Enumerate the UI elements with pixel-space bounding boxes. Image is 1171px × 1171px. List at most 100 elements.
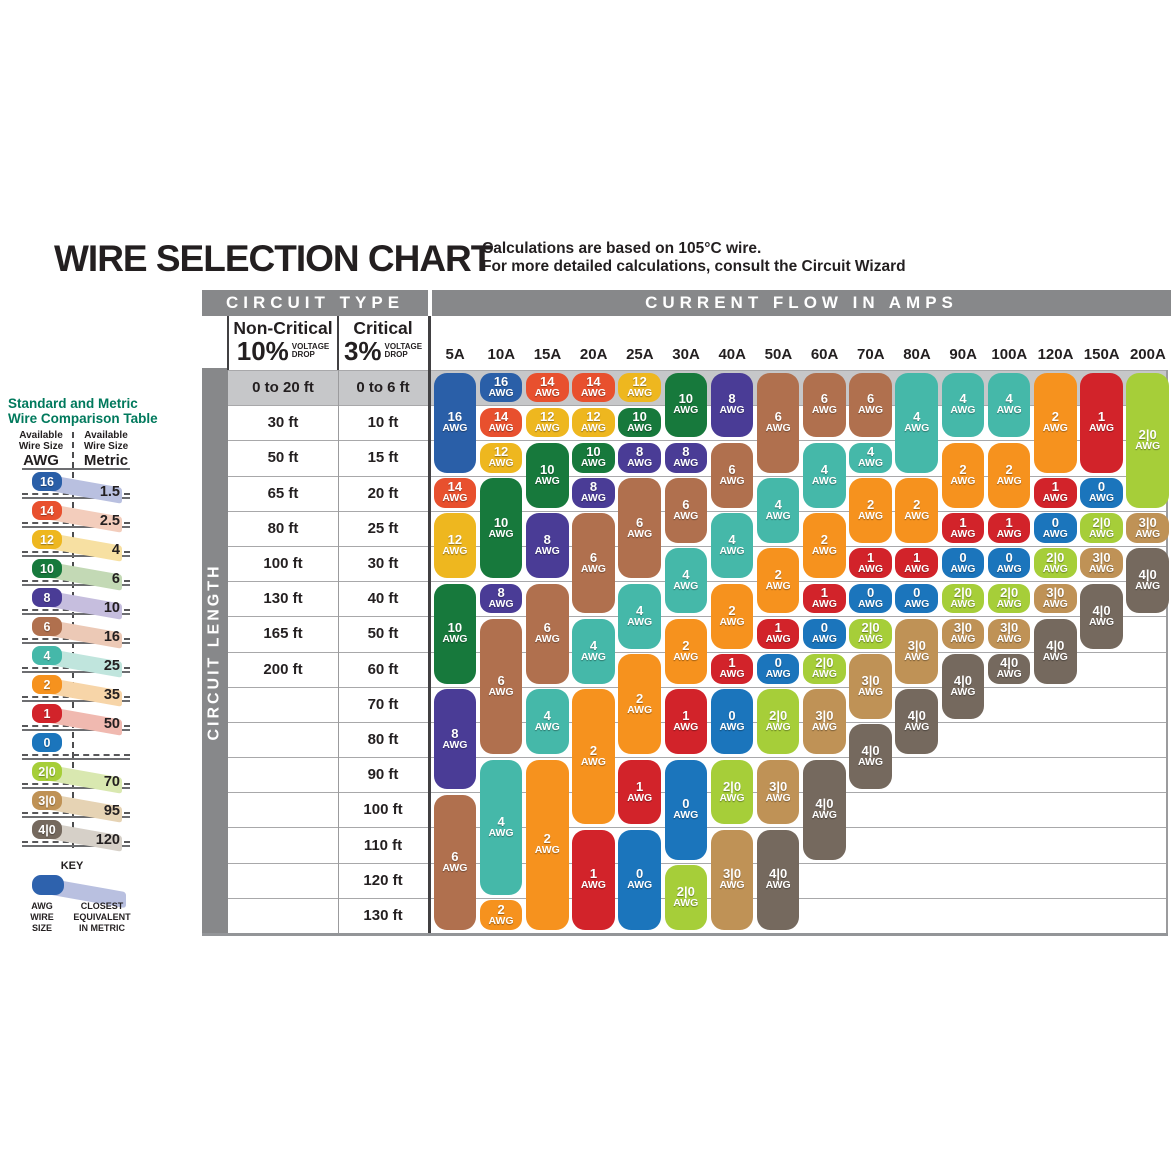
pill-awg-suffix: AWG <box>996 474 1022 487</box>
wire-gauge-pill: 10 AWG <box>479 478 523 579</box>
pill-gauge-value: 4 <box>1005 391 1013 407</box>
awg-size-pill: 4|0 <box>32 820 62 839</box>
wire-gauge-pill: 1 AWG <box>618 759 661 825</box>
wire-gauge-pill: 14 AWG <box>479 407 523 438</box>
awg-size-pill: 3|0 <box>32 791 62 810</box>
pill-gauge-value: 2|0 <box>676 884 695 900</box>
pill-gauge-value: 2|0 <box>861 620 880 636</box>
wire-gauge-pill: 3|0 AWG <box>849 654 892 719</box>
key-metric-label: CLOSEST EQUIVALENT IN METRIC <box>73 901 131 933</box>
sidebar-row-line <box>22 555 130 557</box>
wire-gauge-pill: 2 AWG <box>941 442 985 508</box>
wire-gauge-pill: 0 AWG <box>664 759 708 860</box>
pill-awg-suffix: AWG <box>811 474 837 487</box>
subheader-left-border <box>227 316 229 370</box>
wire-gauge-pill: 4 AWG <box>618 583 661 649</box>
pill-gauge-value: 6 <box>589 549 598 565</box>
wire-gauge-pill: 2|0 AWG <box>1034 548 1077 579</box>
wire-gauge-pill: 4|0 AWG <box>803 759 846 860</box>
pill-gauge-value: 4|0 <box>953 672 972 688</box>
metric-size-value: 6 <box>111 571 120 587</box>
pill-awg-suffix: AWG <box>534 474 560 487</box>
wire-gauge-pill: 8 AWG <box>664 442 708 473</box>
pill-gauge-value: 8 <box>451 725 459 741</box>
wire-gauge-pill: 4|0 AWG <box>941 654 985 719</box>
wire-gauge-pill: 0 AWG <box>618 829 661 930</box>
critical-percent: 3% <box>343 336 382 366</box>
pill-gauge-value: 2|0 <box>769 708 788 724</box>
pill-awg-suffix: AWG <box>442 738 468 751</box>
pill-awg-suffix: AWG <box>488 527 514 540</box>
pill-awg-suffix: AWG <box>580 879 606 892</box>
pill-gauge-value: 8 <box>589 479 598 495</box>
pill-gauge-value: 16 <box>447 409 463 425</box>
wire-gauge-pill: 12 AWG <box>572 407 615 438</box>
wire-gauge-pill: 2|0 AWG <box>987 583 1031 614</box>
wire-gauge-pill: 8 AWG <box>572 478 615 508</box>
pill-awg-suffix: AWG <box>673 721 699 734</box>
wire-gauge-pill: 4|0 AWG <box>1126 548 1169 614</box>
pill-awg-suffix: AWG <box>627 386 653 399</box>
wire-gauge-pill: 0 AWG <box>803 618 846 649</box>
pill-awg-suffix: AWG <box>673 404 699 417</box>
pill-awg-suffix: AWG <box>996 404 1022 417</box>
wire-gauge-pill: 3|0 AWG <box>987 618 1031 649</box>
pill-awg-suffix: AWG <box>1088 492 1115 505</box>
pill-gauge-value: 1 <box>1051 479 1059 495</box>
wire-gauge-pill: 3|0 AWG <box>803 689 846 755</box>
pill-awg-suffix: AWG <box>950 404 976 417</box>
wire-gauge-pill: 2 AWG <box>525 759 569 930</box>
wire-gauge-pill: 16 AWG <box>433 372 477 473</box>
pill-awg-suffix: AWG <box>673 510 699 522</box>
pill-awg-suffix: AWG <box>719 721 745 734</box>
pill-gauge-value: 14 <box>586 373 601 389</box>
row-label-non-critical: 65 ft <box>267 484 299 502</box>
pill-awg-suffix: AWG <box>950 685 976 698</box>
pill-gauge-value: 4 <box>497 813 505 829</box>
wire-gauge-pill: 4 AWG <box>895 372 939 473</box>
wire-gauge-pill: 4 AWG <box>987 372 1031 438</box>
wire-gauge-pill: 6 AWG <box>572 513 615 614</box>
pill-gauge-value: 1 <box>866 549 875 565</box>
wire-gauge-pill: 2 AWG <box>710 583 754 649</box>
pill-awg-suffix: AWG <box>627 615 653 628</box>
metric-size-value: 120 <box>95 832 120 848</box>
pill-gauge-value: 8 <box>497 584 505 600</box>
pill-gauge-value: 10 <box>632 409 647 425</box>
amp-column-label: 40A <box>718 346 746 363</box>
metric-size-value: 50 <box>103 716 120 732</box>
pill-awg-suffix: AWG <box>858 457 884 470</box>
current-flow-header: CURRENT FLOW IN AMPS <box>432 290 1171 316</box>
grid-line <box>228 757 1168 759</box>
amp-column-label: 60A <box>810 346 839 363</box>
wire-gauge-pill: 4 AWG <box>572 618 615 684</box>
pill-gauge-value: 12 <box>540 409 555 425</box>
pill-gauge-value: 1 <box>1097 409 1106 425</box>
pill-gauge-value: 2 <box>1051 409 1059 425</box>
pill-gauge-value: 0 <box>1005 549 1013 565</box>
amp-column-label: 200A <box>1129 346 1166 363</box>
wire-gauge-pill: 4 AWG <box>756 478 800 543</box>
pill-awg-suffix: AWG <box>1042 422 1068 435</box>
wire-gauge-pill: 8 AWG <box>479 583 523 614</box>
pill-awg-suffix: AWG <box>1088 527 1115 540</box>
wire-gauge-pill: 6 AWG <box>618 478 661 579</box>
wire-gauge-pill: 14 AWG <box>572 372 615 403</box>
pill-gauge-value: 12 <box>632 373 647 389</box>
pill-awg-suffix: AWG <box>765 633 791 646</box>
pill-awg-suffix: AWG <box>534 633 560 646</box>
wire-gauge-pill: 4|0 AWG <box>987 654 1031 684</box>
key-awg-label: AWG WIRE SIZE <box>30 901 54 933</box>
wire-gauge-pill: 0 AWG <box>849 583 892 614</box>
sidebar-title-line-2: Wire Comparison Table <box>8 411 158 426</box>
pill-gauge-value: 14 <box>447 479 463 495</box>
amp-column-label: 20A <box>579 346 608 363</box>
pill-gauge-value: 4|0 <box>1138 567 1157 583</box>
awg-size-pill: 8 <box>32 588 62 607</box>
wire-gauge-pill: 2 AWG <box>1034 372 1077 473</box>
wire-gauge-pill: 0 AWG <box>941 548 985 579</box>
grid-line <box>228 475 1168 477</box>
pill-awg-suffix: AWG <box>765 580 791 593</box>
wire-gauge-pill: 2|0 AWG <box>1126 372 1169 508</box>
pill-awg-suffix: AWG <box>950 633 976 646</box>
